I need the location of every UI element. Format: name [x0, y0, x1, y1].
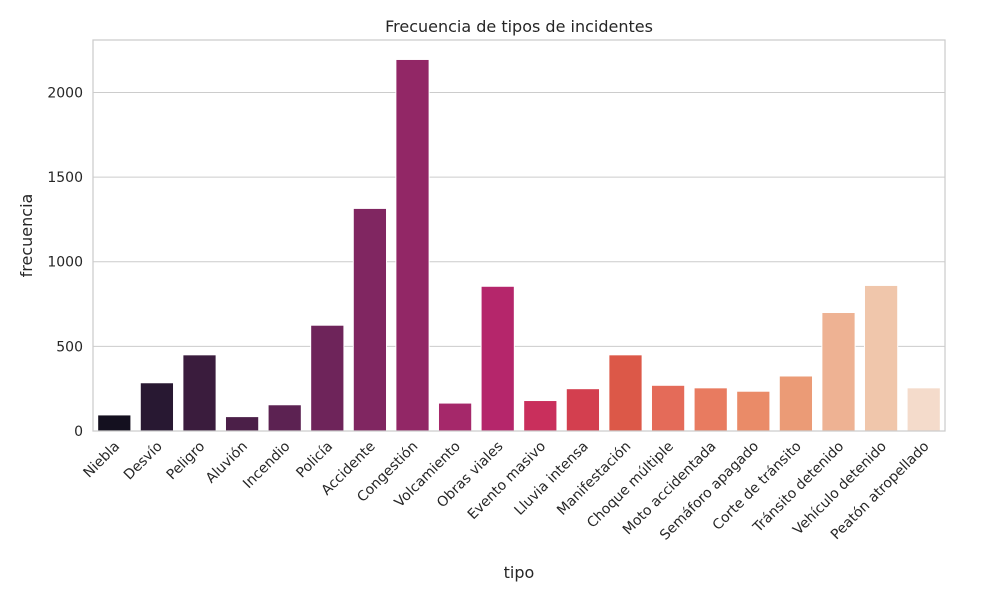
- bar-incendio: [267, 404, 302, 432]
- y-tick-label: 1000: [47, 255, 83, 271]
- bar-desvío: [139, 382, 175, 432]
- x-tick-label: Peligro: [164, 439, 209, 484]
- bar-moto-accidentada: [693, 387, 728, 432]
- bar-evento-masivo: [523, 400, 558, 432]
- x-tick-label: Desvío: [121, 439, 166, 484]
- bar-accidente: [352, 207, 388, 432]
- bar-peatón-atropellado: [906, 387, 941, 432]
- y-tick-label: 2000: [47, 85, 83, 101]
- bar-tránsito-detenido: [821, 312, 856, 432]
- plot-frame: [92, 39, 946, 432]
- y-tick-label: 1500: [47, 170, 83, 186]
- bar-policía: [310, 324, 345, 432]
- chart-title: Frecuencia de tipos de incidentes: [385, 17, 653, 36]
- bar-vehículo-detenido: [863, 284, 899, 432]
- bar-niebla: [97, 414, 132, 432]
- bar-choque-múltiple: [650, 384, 686, 432]
- x-tick-label: Evento masivo: [465, 439, 549, 523]
- x-tick-label: Incendio: [240, 439, 293, 492]
- x-tick-label: Manifestación: [554, 439, 634, 519]
- bar-lluvia-intensa: [565, 388, 601, 432]
- y-tick-label: 0: [74, 424, 83, 440]
- bar-semáforo-apagado: [736, 390, 771, 432]
- bar-peligro: [182, 354, 217, 432]
- bar-congestión: [395, 58, 430, 432]
- bar-volcamiento: [437, 402, 473, 432]
- y-axis-label: frecuencia: [17, 194, 36, 278]
- x-axis-label: tipo: [504, 563, 535, 582]
- y-tick-label: 500: [56, 339, 83, 355]
- y-tick-labels: 0 500 1000 1500 2000: [47, 85, 83, 440]
- bar-manifestación: [608, 354, 643, 432]
- bar-corte-de-tránsito: [778, 375, 814, 432]
- bar-obras-viales: [480, 285, 515, 432]
- bar-aluvión: [224, 416, 260, 432]
- bars: [97, 58, 941, 432]
- x-tick-label: Niebla: [80, 439, 123, 482]
- x-tick-label: Lluvia intensa: [512, 439, 592, 519]
- gridlines: [93, 91, 945, 432]
